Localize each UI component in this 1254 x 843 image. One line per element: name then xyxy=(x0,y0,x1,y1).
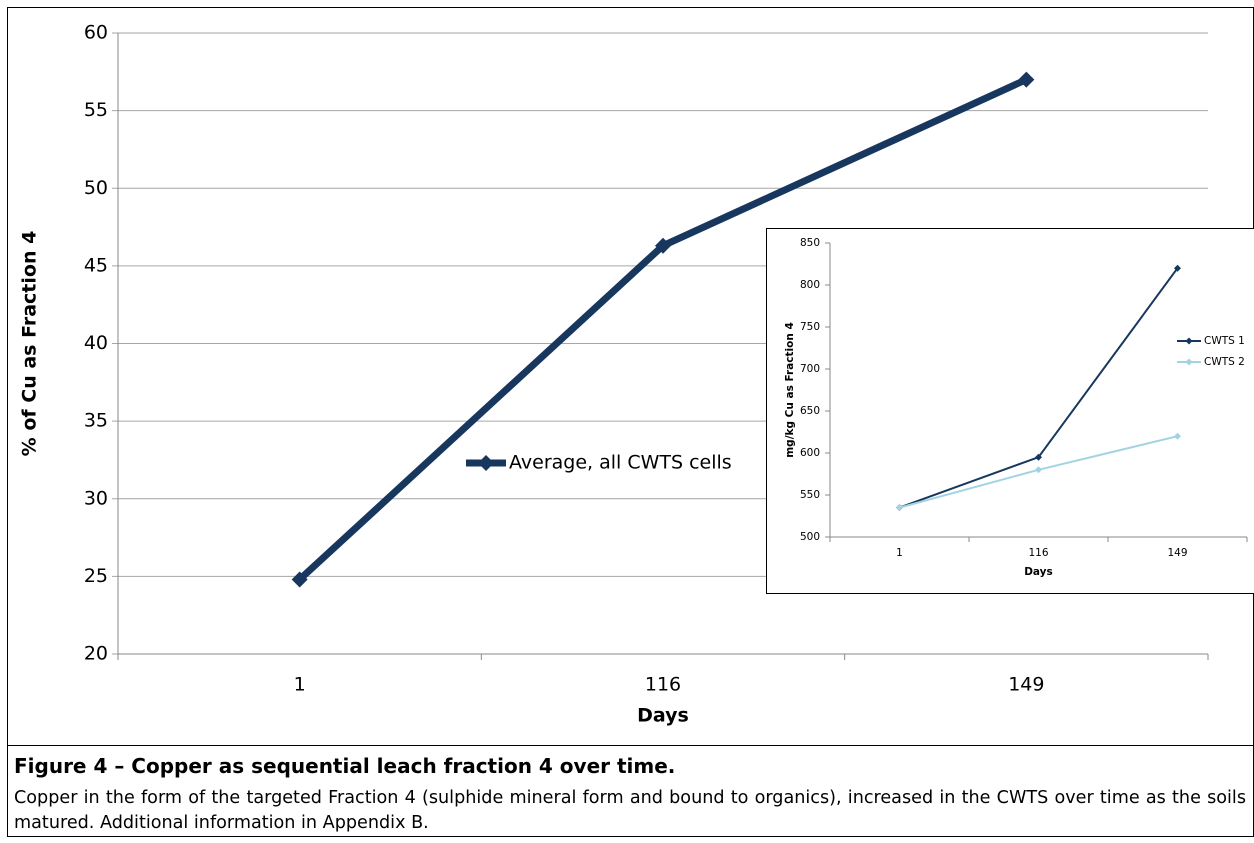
x-tick-label: 1 xyxy=(896,547,903,559)
data-point xyxy=(1018,71,1035,88)
y-tick-label: 40 xyxy=(84,332,108,354)
data-point xyxy=(1174,264,1181,272)
y-tick-label: 25 xyxy=(84,565,108,587)
data-point xyxy=(291,571,308,588)
y-axis-title: mg/kg Cu as Fraction 4 xyxy=(784,322,796,458)
y-tick-label: 600 xyxy=(800,447,820,459)
data-point xyxy=(1035,466,1042,474)
y-tick-label: 35 xyxy=(84,410,108,432)
x-axis-title: Days xyxy=(1024,566,1053,578)
y-tick-label: 700 xyxy=(800,363,820,375)
x-tick-label: 1 xyxy=(294,674,306,696)
data-point xyxy=(1174,432,1181,440)
y-tick-label: 800 xyxy=(800,279,820,291)
legend-label: CWTS 1 xyxy=(1204,335,1245,347)
caption-text: Copper in the form of the targeted Fract… xyxy=(14,788,1246,833)
y-tick-label: 750 xyxy=(800,321,820,333)
data-point xyxy=(896,504,903,512)
inset-frame xyxy=(766,228,1254,594)
y-tick-label: 50 xyxy=(84,177,108,199)
legend-marker xyxy=(1185,358,1193,366)
legend-label: Average, all CWTS cells xyxy=(509,452,732,474)
y-tick-label: 45 xyxy=(84,254,108,276)
data-point xyxy=(655,237,671,254)
legend-marker xyxy=(478,455,494,471)
y-axis-title: % of Cu as Fraction 4 xyxy=(19,231,41,457)
x-tick-label: 149 xyxy=(1008,674,1044,696)
caption-title: Figure 4 – Copper as sequential leach fr… xyxy=(14,754,676,778)
y-tick-label: 60 xyxy=(84,22,108,44)
y-tick-label: 55 xyxy=(84,99,108,121)
data-point xyxy=(1035,453,1042,461)
legend-label: CWTS 2 xyxy=(1204,356,1245,368)
x-axis-title: Days xyxy=(637,705,689,727)
y-tick-label: 30 xyxy=(84,487,108,509)
y-tick-label: 850 xyxy=(800,237,820,249)
y-tick-label: 20 xyxy=(84,643,108,665)
y-tick-label: 550 xyxy=(800,489,820,501)
y-tick-label: 650 xyxy=(800,405,820,417)
x-tick-label: 116 xyxy=(1028,547,1048,559)
x-tick-label: 116 xyxy=(645,674,681,696)
legend-marker xyxy=(1185,337,1193,345)
y-tick-label: 500 xyxy=(800,531,820,543)
x-tick-label: 149 xyxy=(1167,547,1187,559)
